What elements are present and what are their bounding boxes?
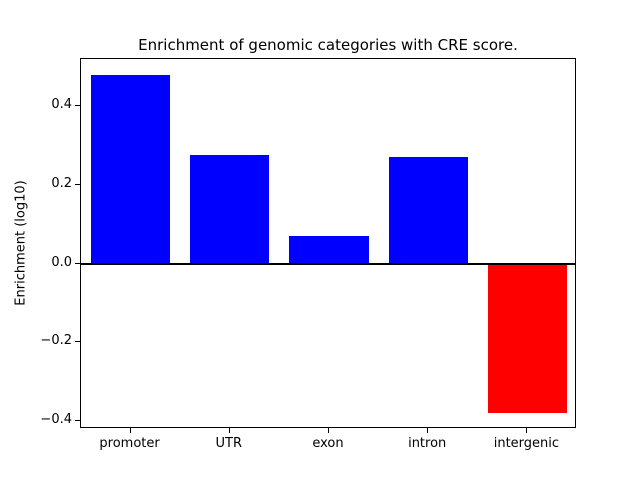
chart-title: Enrichment of genomic categories with CR… <box>138 36 518 54</box>
x-tick-mark <box>328 428 329 433</box>
y-tick-label: −0.4 <box>40 412 72 428</box>
y-axis-label: Enrichment (log10) <box>13 180 29 306</box>
y-tick-label: −0.2 <box>40 333 72 349</box>
bar-intergenic <box>487 263 568 414</box>
bar-promoter <box>90 74 171 264</box>
zero-baseline <box>81 262 575 265</box>
bars-container <box>81 59 575 427</box>
y-tick-mark <box>75 262 80 264</box>
y-tick-label: 0.4 <box>51 97 72 113</box>
y-tick-label: 0.0 <box>51 254 72 270</box>
y-tick-label: 0.2 <box>51 175 72 191</box>
x-tick-label-UTR: UTR <box>215 436 243 451</box>
x-tick-label-promoter: promoter <box>99 436 160 451</box>
x-tick-mark <box>129 428 131 433</box>
y-tick-mark <box>75 105 80 107</box>
y-tick-mark <box>75 341 80 343</box>
x-tick-label-exon: exon <box>312 436 344 451</box>
y-tick-mark <box>75 183 80 185</box>
x-tick-label-intergenic: intergenic <box>493 436 560 451</box>
y-tick-mark <box>75 420 80 422</box>
x-tick-mark <box>526 428 528 433</box>
plot-area <box>80 58 576 428</box>
x-tick-label-intron: intron <box>408 436 447 451</box>
bar-intron <box>388 157 468 264</box>
x-tick-mark <box>228 428 230 433</box>
bar-exon <box>289 236 369 264</box>
x-tick-mark <box>427 428 429 433</box>
bar-UTR <box>190 155 270 264</box>
